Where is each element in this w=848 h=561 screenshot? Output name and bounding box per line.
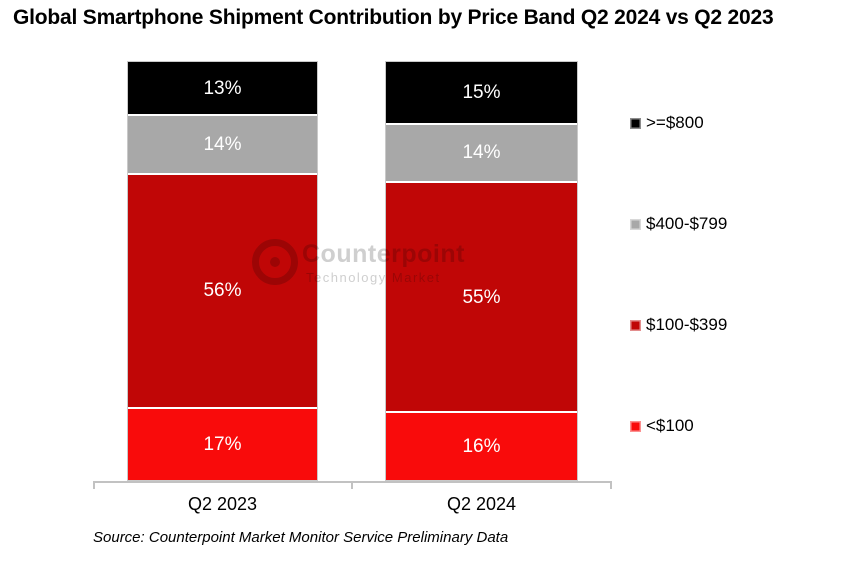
- x-axis-tick: [610, 481, 612, 489]
- chart-title: Global Smartphone Shipment Contribution …: [13, 6, 774, 29]
- segment-value-label: 14%: [203, 134, 242, 156]
- x-axis-tick: [93, 481, 95, 489]
- stacked-bar-q2-2024: 15% 14% 55% 16%: [385, 61, 578, 481]
- legend-marker-icon: [630, 117, 641, 129]
- source-note: Source: Counterpoint Market Monitor Serv…: [93, 529, 509, 546]
- legend-marker-icon: [630, 420, 641, 432]
- x-axis-label-q2-2024: Q2 2024: [446, 494, 517, 514]
- legend-item: $400-$799: [630, 213, 727, 235]
- bar-segment: 17%: [128, 408, 317, 480]
- stacked-bar-q2-2023: 13% 14% 56% 17%: [127, 61, 318, 481]
- legend-item: $100-$399: [630, 314, 727, 336]
- bar-segment: 13%: [128, 62, 317, 117]
- x-axis-tick: [351, 481, 353, 489]
- legend-label: $100-$399: [646, 315, 728, 334]
- bar-segment: 15%: [386, 62, 577, 125]
- segment-value-label: 16%: [462, 436, 501, 458]
- bar-segment: 14%: [386, 124, 577, 184]
- segment-value-label: 56%: [203, 280, 242, 302]
- legend-label: <$100: [646, 416, 694, 435]
- legend-marker-icon: [630, 218, 641, 230]
- bar-segment: 55%: [386, 183, 577, 414]
- segment-value-label: 17%: [203, 433, 242, 455]
- bar-segment: 56%: [128, 174, 317, 409]
- bar-segment: 14%: [128, 116, 317, 175]
- segment-value-label: 55%: [462, 286, 501, 308]
- segment-value-label: 15%: [462, 81, 501, 103]
- legend-label: $400-$799: [646, 214, 728, 233]
- legend-marker-icon: [630, 319, 641, 331]
- bar-segment: 16%: [386, 413, 577, 480]
- segment-value-label: 13%: [203, 77, 242, 99]
- x-axis-label-q2-2023: Q2 2023: [187, 494, 258, 514]
- legend-label: >=$800: [646, 113, 704, 132]
- legend-item: <$100: [630, 415, 694, 437]
- segment-value-label: 14%: [462, 142, 501, 164]
- legend-item: >=$800: [630, 112, 704, 134]
